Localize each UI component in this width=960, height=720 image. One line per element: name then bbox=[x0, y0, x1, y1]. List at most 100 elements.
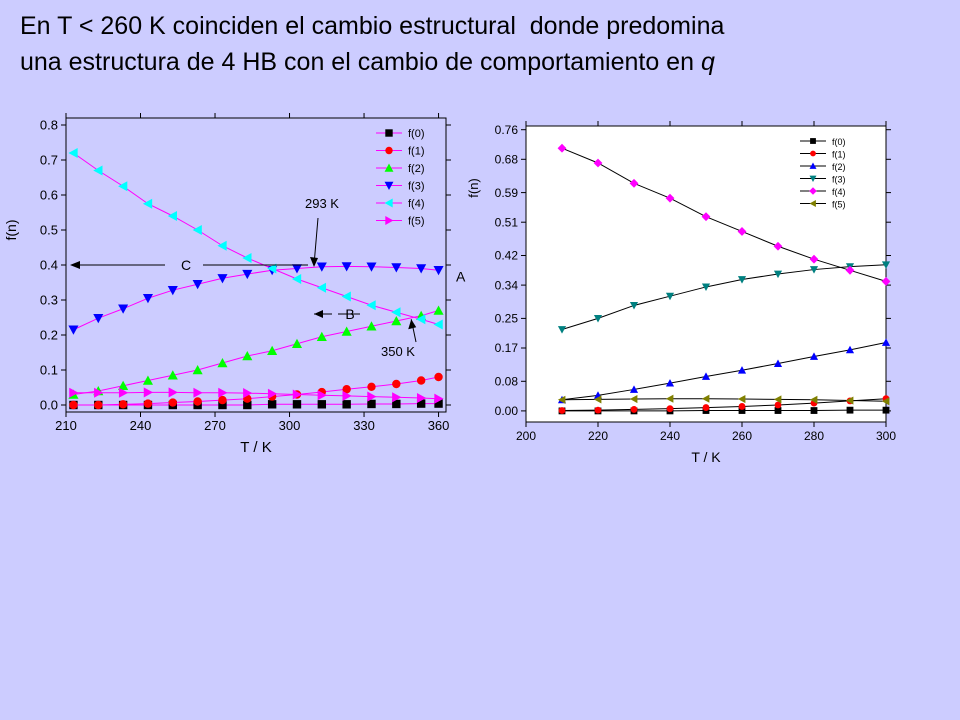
legend-marker bbox=[385, 146, 393, 155]
annotation-b: B bbox=[345, 306, 354, 322]
data-point bbox=[882, 406, 890, 414]
series-f(3) bbox=[68, 262, 444, 335]
y-tick-label: 0.4 bbox=[40, 258, 58, 273]
data-point bbox=[93, 314, 104, 324]
x-tick-label: 260 bbox=[732, 429, 752, 443]
data-point bbox=[366, 321, 377, 331]
data-point bbox=[118, 304, 129, 314]
data-point bbox=[737, 366, 747, 374]
data-point bbox=[630, 406, 638, 413]
data-point bbox=[242, 269, 253, 280]
data-point bbox=[665, 292, 675, 301]
data-point bbox=[881, 276, 891, 286]
data-point bbox=[366, 262, 377, 272]
data-point bbox=[292, 389, 303, 400]
series-line bbox=[73, 391, 439, 400]
data-point bbox=[434, 399, 443, 408]
title-line-2-text: una estructura de 4 HB con el cambio de … bbox=[20, 48, 701, 76]
data-point bbox=[433, 305, 444, 315]
legend-label: f(4) bbox=[408, 198, 425, 210]
x-tick-label: 240 bbox=[130, 418, 152, 433]
legend-label: f(1) bbox=[832, 150, 846, 160]
data-point bbox=[594, 406, 602, 414]
data-point bbox=[243, 388, 253, 399]
data-point bbox=[629, 385, 639, 393]
data-point bbox=[267, 263, 277, 274]
series-line bbox=[561, 398, 887, 402]
data-point bbox=[168, 387, 178, 398]
legend-label: f(2) bbox=[832, 162, 846, 172]
x-axis-title: T / K bbox=[691, 449, 721, 465]
data-point bbox=[167, 286, 178, 296]
data-point bbox=[774, 401, 782, 409]
y-tick-label: 0.59 bbox=[495, 186, 519, 200]
legend-marker bbox=[385, 129, 393, 137]
x-tick-label: 300 bbox=[279, 418, 301, 433]
data-point bbox=[291, 273, 302, 285]
data-point bbox=[118, 400, 128, 409]
data-point bbox=[593, 158, 603, 168]
data-point bbox=[557, 143, 567, 153]
data-point bbox=[316, 331, 327, 341]
x-tick-label: 300 bbox=[876, 429, 896, 443]
series-f(5) bbox=[69, 387, 444, 404]
y-tick-label: 0.42 bbox=[495, 249, 519, 263]
data-point bbox=[118, 387, 129, 398]
data-point bbox=[94, 387, 104, 398]
legend-label: f(5) bbox=[832, 200, 846, 210]
legend-marker bbox=[810, 150, 816, 157]
legend-label: f(5) bbox=[408, 216, 425, 228]
data-point bbox=[881, 261, 891, 269]
data-point bbox=[242, 350, 253, 361]
legend-marker bbox=[809, 175, 817, 182]
data-point bbox=[217, 357, 228, 368]
data-point bbox=[738, 403, 746, 410]
legend-marker bbox=[385, 216, 394, 225]
data-point bbox=[665, 379, 675, 387]
arrowhead-350k bbox=[408, 319, 417, 330]
data-point bbox=[701, 394, 710, 403]
legend-marker bbox=[810, 138, 816, 144]
data-point bbox=[267, 388, 278, 399]
data-point bbox=[142, 198, 153, 209]
data-point bbox=[845, 396, 854, 405]
series-f(3) bbox=[557, 261, 891, 334]
data-point bbox=[69, 387, 79, 398]
series-line bbox=[561, 147, 887, 282]
data-point bbox=[317, 400, 327, 409]
data-point bbox=[416, 392, 427, 404]
data-point bbox=[391, 263, 402, 273]
data-point bbox=[118, 181, 128, 192]
y-tick-label: 0.08 bbox=[495, 375, 519, 389]
annotation-c: C bbox=[181, 257, 191, 273]
data-point bbox=[366, 300, 376, 311]
data-point bbox=[809, 266, 819, 274]
data-point bbox=[142, 375, 154, 385]
data-point bbox=[367, 391, 377, 402]
arrowhead-c bbox=[70, 261, 80, 269]
series-line bbox=[73, 265, 439, 331]
data-point bbox=[367, 382, 376, 391]
data-point bbox=[68, 147, 78, 159]
data-point bbox=[217, 274, 228, 284]
arrowhead-293k bbox=[310, 257, 318, 267]
y-axis-title: f(n) bbox=[3, 220, 19, 241]
annotations: 293 K 350 K C B A bbox=[70, 196, 466, 359]
annotation-a: A bbox=[456, 269, 466, 285]
y-tick-label: 0.34 bbox=[495, 278, 519, 292]
y-tick-label: 0.51 bbox=[495, 215, 519, 229]
data-point bbox=[557, 395, 566, 404]
legend-label: f(1) bbox=[408, 146, 425, 158]
data-point bbox=[809, 352, 819, 360]
legend-marker bbox=[384, 181, 394, 190]
legend-marker bbox=[809, 200, 816, 207]
data-point bbox=[738, 407, 746, 414]
legend-label: f(4) bbox=[832, 187, 846, 197]
data-point bbox=[367, 399, 376, 409]
left-chart: 210 240 270 300 330 360 0.0 0.1 0.2 0.3 0.4 0.5 0.6 0… bbox=[3, 113, 466, 456]
x-tick-label: 280 bbox=[804, 429, 824, 443]
data-point bbox=[434, 372, 443, 382]
series-line bbox=[561, 398, 887, 412]
title-line-1: En T < 260 K coinciden el cambio estruct… bbox=[20, 12, 725, 40]
data-point bbox=[773, 270, 783, 279]
